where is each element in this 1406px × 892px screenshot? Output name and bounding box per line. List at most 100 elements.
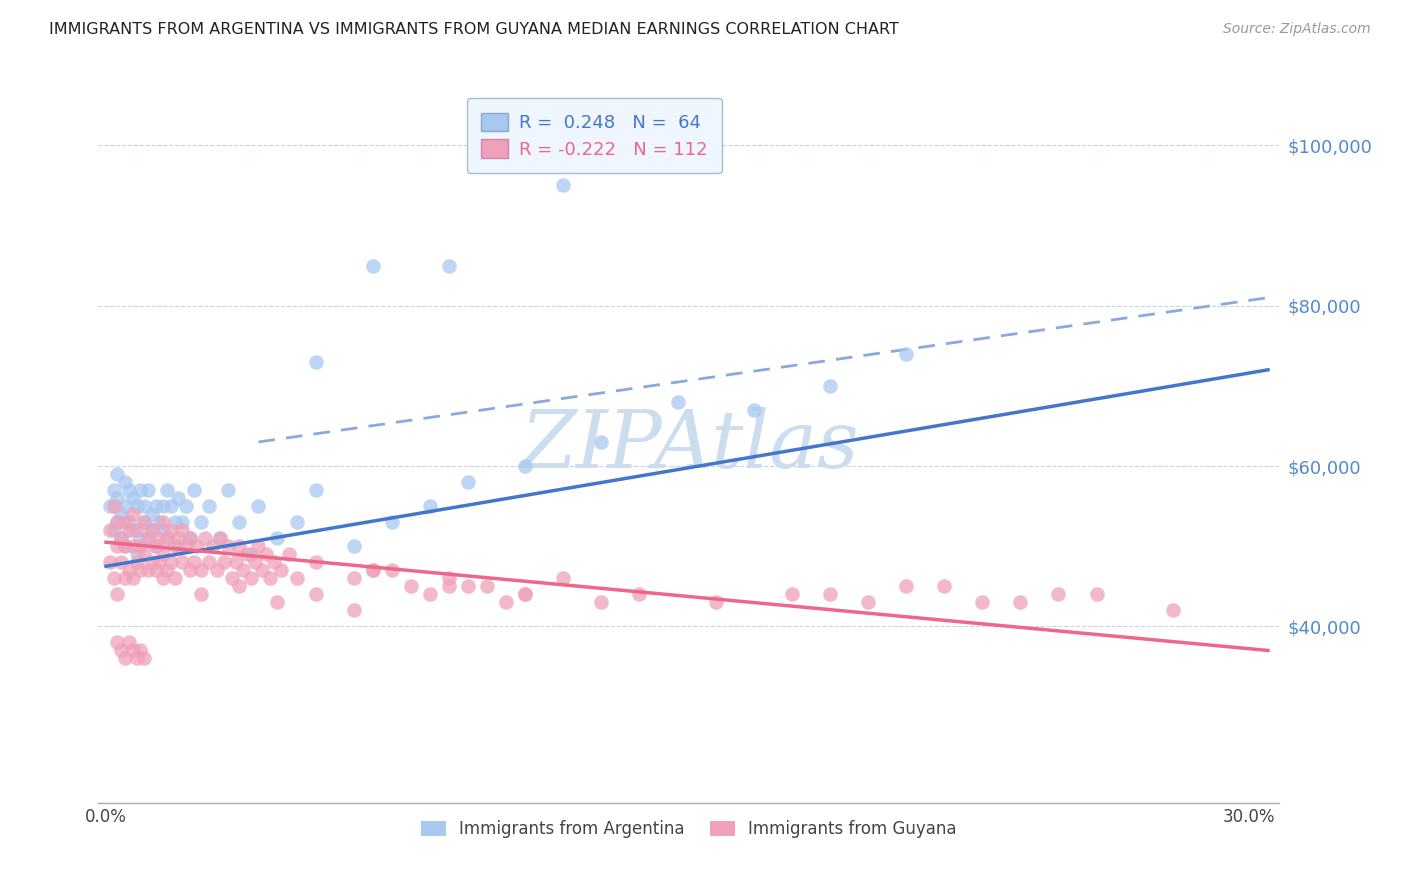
Point — [212, 555, 235, 569]
Point — [110, 531, 132, 545]
Point — [513, 458, 536, 473]
Point — [277, 547, 299, 561]
Point — [270, 563, 292, 577]
Point — [114, 539, 136, 553]
Point — [239, 547, 262, 561]
Point — [304, 483, 326, 497]
Point — [134, 515, 156, 529]
Point — [121, 539, 143, 553]
Point — [209, 531, 232, 545]
Point — [134, 547, 156, 561]
Point — [780, 587, 803, 601]
Point — [190, 587, 212, 601]
Point — [125, 547, 148, 561]
Point — [285, 571, 308, 585]
Point — [818, 587, 841, 601]
Point — [198, 555, 221, 569]
Point — [259, 571, 281, 585]
Point — [343, 603, 366, 617]
Point — [107, 515, 129, 529]
Point — [1161, 603, 1184, 617]
Point — [118, 563, 141, 577]
Point — [159, 555, 181, 569]
Point — [136, 483, 159, 497]
Point — [129, 531, 152, 545]
Point — [103, 571, 125, 585]
Point — [263, 555, 285, 569]
Point — [217, 483, 239, 497]
Point — [103, 499, 125, 513]
Point — [209, 531, 232, 545]
Point — [114, 651, 136, 665]
Point — [152, 547, 174, 561]
Point — [156, 531, 179, 545]
Text: ZIPAtlas: ZIPAtlas — [520, 408, 858, 484]
Point — [437, 579, 460, 593]
Point — [141, 507, 163, 521]
Point — [114, 499, 136, 513]
Point — [114, 571, 136, 585]
Point — [1010, 595, 1032, 609]
Point — [186, 539, 208, 553]
Point — [361, 563, 384, 577]
Point — [381, 515, 404, 529]
Point — [107, 587, 129, 601]
Point — [239, 571, 262, 585]
Point — [285, 515, 308, 529]
Point — [156, 483, 179, 497]
Point — [742, 403, 765, 417]
Point — [236, 547, 259, 561]
Point — [190, 563, 212, 577]
Point — [121, 523, 143, 537]
Point — [136, 563, 159, 577]
Point — [437, 571, 460, 585]
Text: Source: ZipAtlas.com: Source: ZipAtlas.com — [1223, 22, 1371, 37]
Point — [591, 595, 613, 609]
Point — [152, 499, 174, 513]
Point — [152, 571, 174, 585]
Point — [934, 579, 956, 593]
Point — [419, 587, 441, 601]
Point — [361, 563, 384, 577]
Point — [628, 587, 651, 601]
Point — [172, 515, 194, 529]
Point — [148, 555, 170, 569]
Point — [343, 539, 366, 553]
Point — [134, 515, 156, 529]
Point — [129, 539, 152, 553]
Point — [419, 499, 441, 513]
Point — [252, 563, 274, 577]
Point — [495, 595, 517, 609]
Point — [972, 595, 994, 609]
Point — [110, 507, 132, 521]
Point — [232, 563, 254, 577]
Point — [148, 515, 170, 529]
Point — [152, 515, 174, 529]
Point — [457, 579, 479, 593]
Point — [247, 499, 270, 513]
Text: IMMIGRANTS FROM ARGENTINA VS IMMIGRANTS FROM GUYANA MEDIAN EARNINGS CORRELATION : IMMIGRANTS FROM ARGENTINA VS IMMIGRANTS … — [49, 22, 898, 37]
Point — [174, 499, 197, 513]
Point — [247, 539, 270, 553]
Point — [145, 499, 167, 513]
Point — [513, 587, 536, 601]
Point — [266, 595, 288, 609]
Point — [110, 643, 132, 657]
Point — [114, 539, 136, 553]
Point — [198, 499, 221, 513]
Point — [118, 635, 141, 649]
Point — [145, 539, 167, 553]
Point — [183, 555, 205, 569]
Point — [167, 491, 190, 505]
Point — [125, 651, 148, 665]
Point — [591, 435, 613, 450]
Point — [129, 643, 152, 657]
Point — [553, 571, 575, 585]
Point — [163, 571, 186, 585]
Point — [190, 515, 212, 529]
Point — [254, 547, 277, 561]
Point — [818, 379, 841, 393]
Point — [475, 579, 498, 593]
Point — [134, 651, 156, 665]
Point — [103, 483, 125, 497]
